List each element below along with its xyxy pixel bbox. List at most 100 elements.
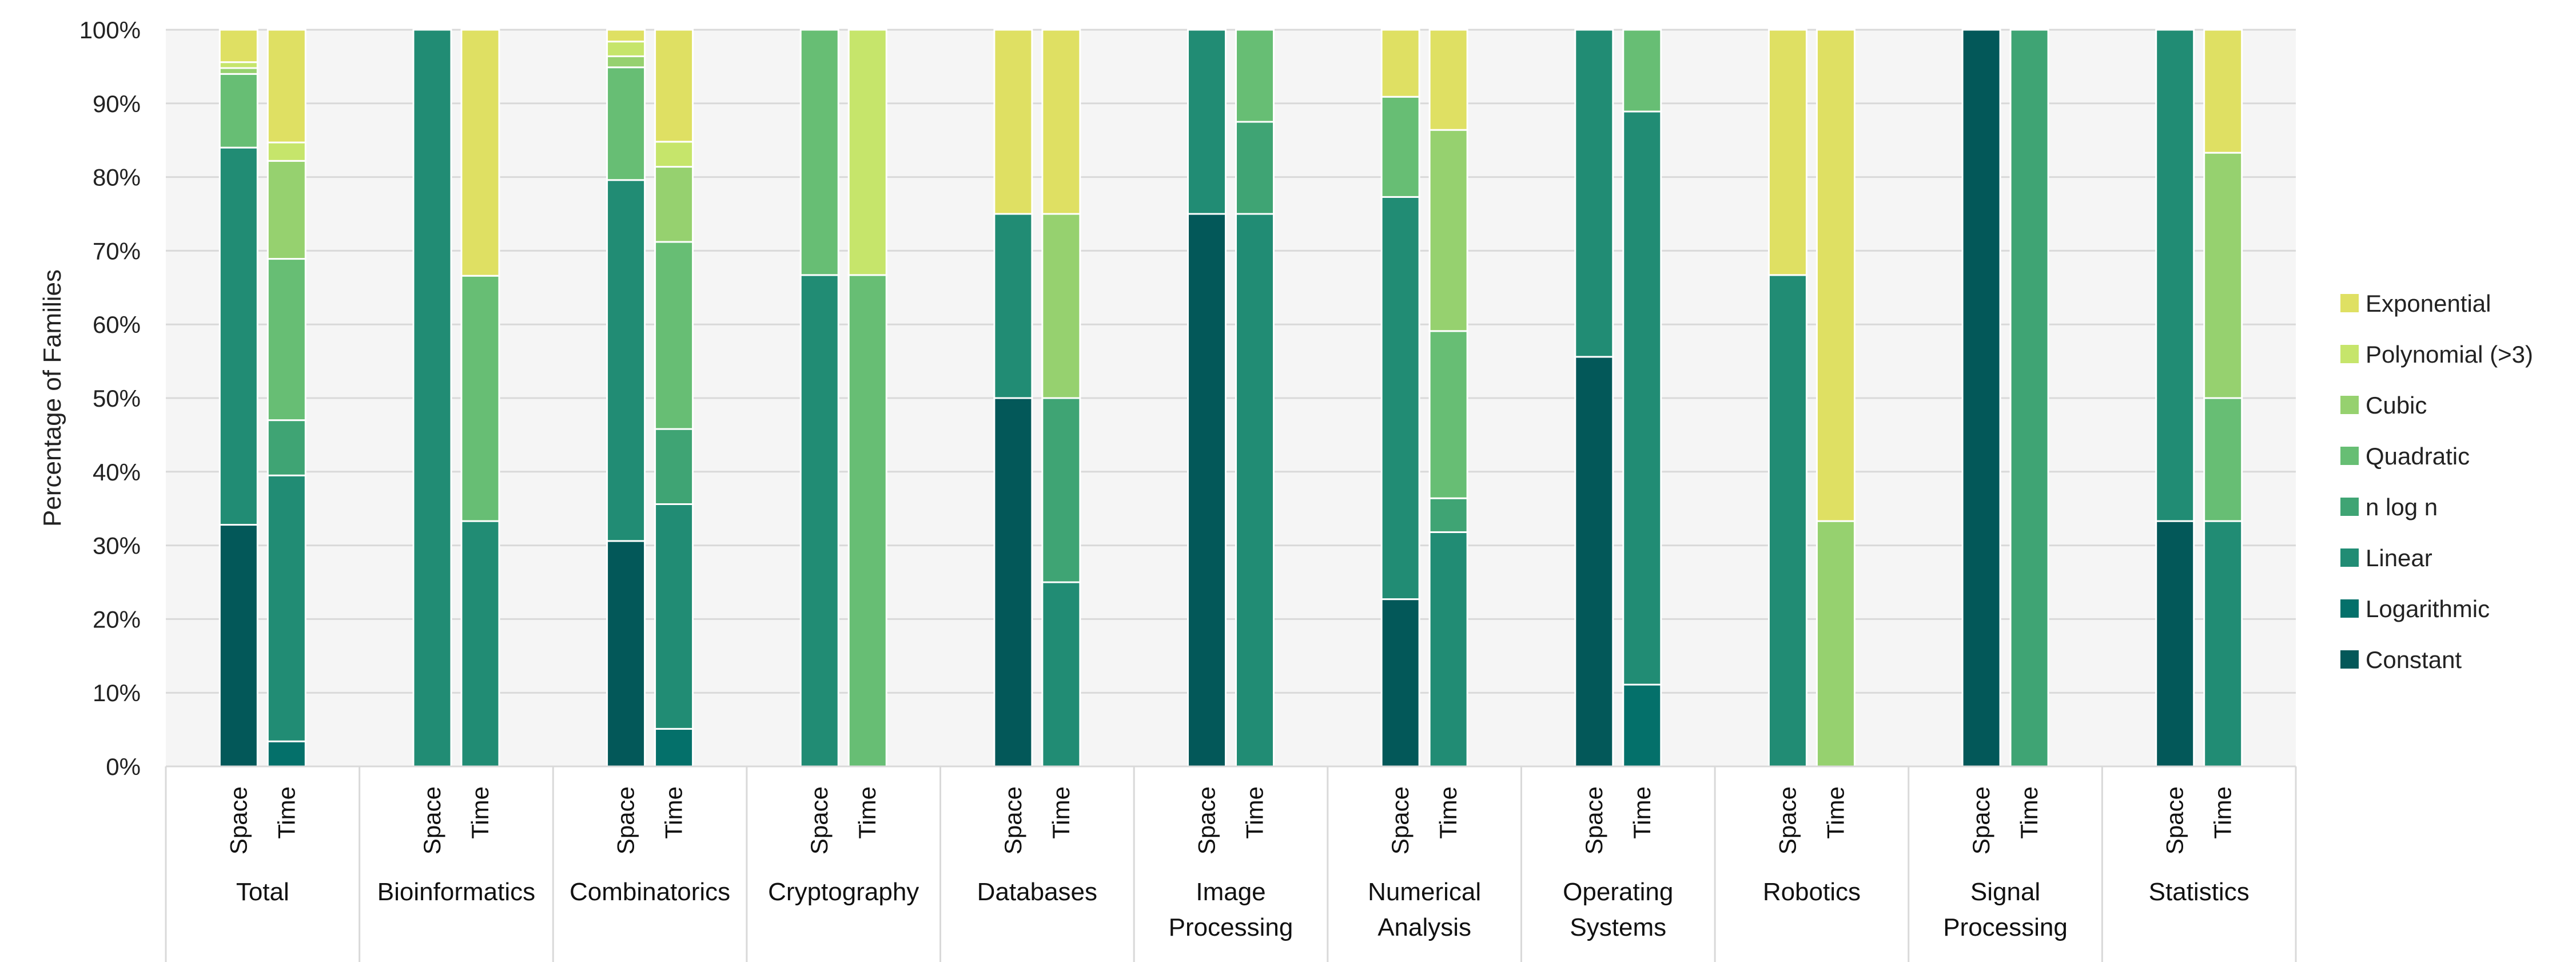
- bar-segment-linear: [606, 179, 646, 542]
- bar-robotics-space: [1767, 29, 1807, 768]
- bar-segment-quadratic: [2203, 397, 2243, 522]
- bar-segment-cubic: [1041, 213, 1081, 399]
- bar-segment-cubic: [1815, 520, 1856, 768]
- x-sub-label: Space: [612, 786, 639, 854]
- bar-segment-linear: [266, 474, 306, 742]
- bar-segment-linear: [2155, 29, 2195, 522]
- x-category-label: Analysis: [1377, 913, 1471, 941]
- x-category-label: Cryptography: [768, 878, 919, 906]
- bar-segment-n-log-n: [266, 419, 306, 476]
- x-sub-label: Space: [1193, 786, 1220, 854]
- x-category-label: Systems: [1570, 913, 1666, 941]
- y-tick-label: 70%: [93, 237, 141, 264]
- bar-segment-linear: [460, 520, 500, 768]
- legend-swatch: [2340, 599, 2359, 618]
- x-sub-label: Time: [1629, 786, 1655, 839]
- legend-label: Logarithmic: [2366, 595, 2490, 622]
- legend-label: Quadratic: [2366, 443, 2470, 470]
- x-sub-label: Time: [467, 786, 493, 839]
- bar-segment-linear: [1428, 531, 1468, 768]
- legend: Exponential Polynomial (>3) Cubic Quadratic…: [2340, 290, 2533, 673]
- x-category-label: Signal: [1970, 878, 2040, 906]
- bar-segment-constant: [218, 524, 258, 768]
- bar-groups: [218, 29, 2243, 768]
- bar-segment-cubic: [654, 166, 694, 243]
- bar-segment-linear: [1767, 274, 1807, 768]
- x-axis: Space Time Total Space Time Bioinformatics Spa…: [165, 765, 2297, 962]
- bar-total-time: [266, 29, 306, 768]
- bar-segment-linear: [993, 213, 1033, 399]
- bar-bioinformatics-time: [460, 29, 500, 768]
- x-category-label: Statistics: [2149, 878, 2249, 906]
- bar-statistics-time: [2203, 29, 2243, 768]
- bar-segment-exponential: [218, 29, 258, 63]
- bar-combinatorics-space: [606, 29, 646, 768]
- bar-segment-quadratic: [654, 241, 694, 430]
- x-sub-label: Space: [1968, 786, 1994, 854]
- x-category-label: Total: [236, 878, 289, 906]
- bar-segment-linear: [1041, 581, 1081, 768]
- y-tick-label: 20%: [93, 606, 141, 633]
- x-sub-label: Space: [1000, 786, 1026, 854]
- x-sub-label: Time: [2209, 786, 2236, 839]
- bar-segment-logarithmic: [266, 740, 306, 768]
- bar-segment-linear: [1574, 29, 1614, 358]
- x-sub-label: Time: [660, 786, 687, 839]
- x-category-label: Combinatorics: [570, 878, 730, 906]
- bar-segment-constant: [1187, 213, 1227, 768]
- legend-item: Constant: [2340, 646, 2462, 673]
- bar-segment-polynomial-3: [654, 141, 694, 168]
- bar-robotics-time: [1815, 29, 1856, 768]
- legend-swatch: [2340, 345, 2359, 363]
- bar-statistics-space: [2155, 29, 2195, 768]
- x-category-label: Numerical: [1368, 878, 1481, 906]
- y-tick-label: 80%: [93, 164, 141, 191]
- x-category-label: Processing: [1169, 913, 1293, 941]
- x-sub-label: Time: [1435, 786, 1462, 839]
- bar-operating-systems-time: [1622, 29, 1662, 768]
- bar-segment-linear: [1622, 110, 1662, 686]
- bar-segment-quadratic: [1235, 29, 1275, 123]
- x-sub-label: Space: [1774, 786, 1801, 854]
- x-sub-label: Space: [419, 786, 445, 854]
- bar-segment-linear: [1235, 213, 1275, 768]
- legend-item: Polynomial (>3): [2340, 341, 2533, 368]
- bar-segment-quadratic: [460, 275, 500, 522]
- bar-segment-exponential: [1041, 29, 1081, 215]
- bar-segment-quadratic: [1622, 29, 1662, 113]
- bar-segment-exponential: [1815, 29, 1856, 522]
- bar-segment-exponential: [1767, 29, 1807, 276]
- x-sub-label: Space: [806, 786, 833, 854]
- bar-segment-n-log-n: [1235, 121, 1275, 215]
- bar-segment-exponential: [2203, 29, 2243, 154]
- bar-segment-cubic: [218, 67, 258, 75]
- bar-segment-quadratic: [218, 73, 258, 149]
- legend-item: n log n: [2340, 494, 2438, 520]
- bar-segment-polynomial-3: [847, 29, 887, 276]
- y-tick-label: 0%: [106, 753, 141, 780]
- legend-label: Polynomial (>3): [2366, 341, 2533, 368]
- bar-segment-exponential: [606, 29, 646, 43]
- legend-swatch: [2340, 447, 2359, 465]
- x-category-label: Bioinformatics: [377, 878, 535, 906]
- bar-segment-cubic: [1428, 129, 1468, 332]
- bar-segment-exponential: [1428, 29, 1468, 131]
- x-sub-label: Time: [273, 786, 300, 839]
- bar-segment-quadratic: [799, 29, 839, 276]
- bar-segment-linear: [1380, 196, 1420, 601]
- bar-segment-n-log-n: [1041, 397, 1081, 583]
- x-sub-label: Space: [2161, 786, 2188, 854]
- x-sub-label: Space: [1580, 786, 1607, 854]
- bar-signal-processing-time: [2009, 29, 2049, 768]
- legend-label: Cubic: [2366, 392, 2427, 419]
- bar-segment-constant: [1961, 29, 2001, 768]
- x-sub-label: Time: [2016, 786, 2043, 839]
- bar-image-processing-space: [1187, 29, 1227, 768]
- legend-item: Linear: [2340, 544, 2432, 571]
- legend-swatch: [2340, 548, 2359, 567]
- bar-segment-exponential: [993, 29, 1033, 215]
- bar-segment-logarithmic: [654, 728, 694, 768]
- bar-databases-space: [993, 29, 1033, 768]
- legend-swatch: [2340, 650, 2359, 669]
- bar-segment-constant: [606, 540, 646, 768]
